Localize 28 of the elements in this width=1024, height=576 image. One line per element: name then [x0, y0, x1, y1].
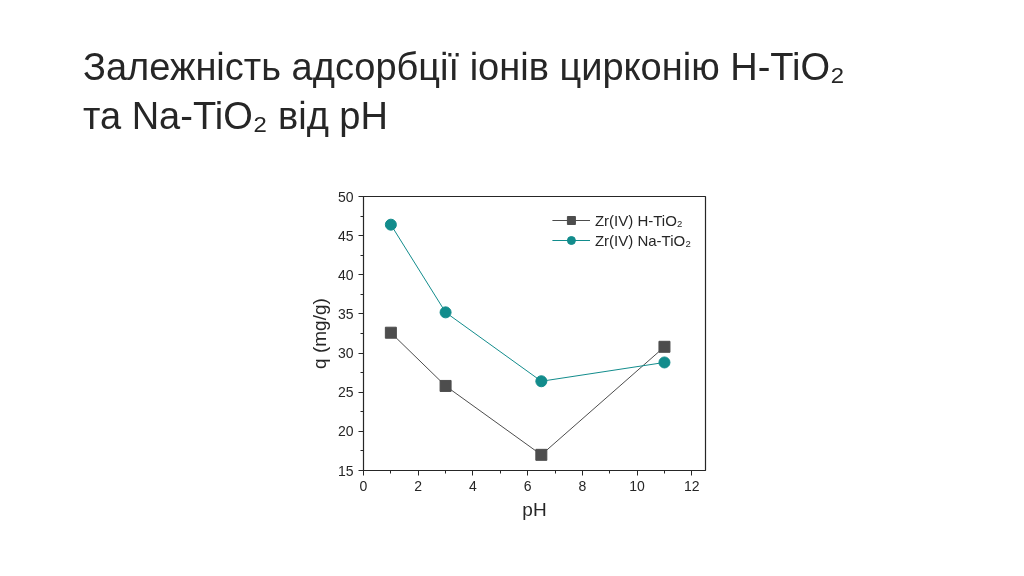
point — [439, 379, 452, 392]
x-tick-label: 12 — [684, 477, 700, 494]
x-tick-label: 2 — [414, 477, 423, 494]
y-tick-label: 20 — [337, 423, 354, 440]
x-tick-label: 10 — [629, 477, 646, 494]
point — [384, 326, 397, 339]
y-tick-label: 15 — [337, 462, 354, 479]
point — [439, 306, 452, 319]
y-axis-title: q (mg/g) — [308, 298, 330, 369]
x-tick-label: 0 — [359, 477, 368, 494]
point — [535, 448, 548, 461]
y-tick-label: 35 — [337, 305, 354, 322]
point — [535, 375, 548, 388]
x-axis-title: pH — [522, 498, 547, 520]
point — [658, 356, 671, 369]
chart-title: Залежність адсорбції іонів цирконію H-TiO₂ та Na-TiO₂ від pH — [82, 45, 846, 139]
legend-label: Zr(IV) H-TiO₂ — [594, 211, 683, 229]
y-tick-label: 45 — [337, 227, 354, 244]
y-tick-label: 25 — [337, 384, 354, 401]
legend-label: Zr(IV) Na-TiO₂ — [594, 231, 691, 249]
x-tick-label: 6 — [523, 477, 532, 494]
y-tick-label: 50 — [337, 188, 354, 205]
point — [658, 340, 671, 353]
x-tick-label: 4 — [469, 477, 478, 494]
x-tick-label: 8 — [578, 477, 587, 494]
y-tick-label: 40 — [337, 266, 354, 283]
point — [384, 218, 397, 231]
y-tick-label: 30 — [337, 345, 354, 362]
